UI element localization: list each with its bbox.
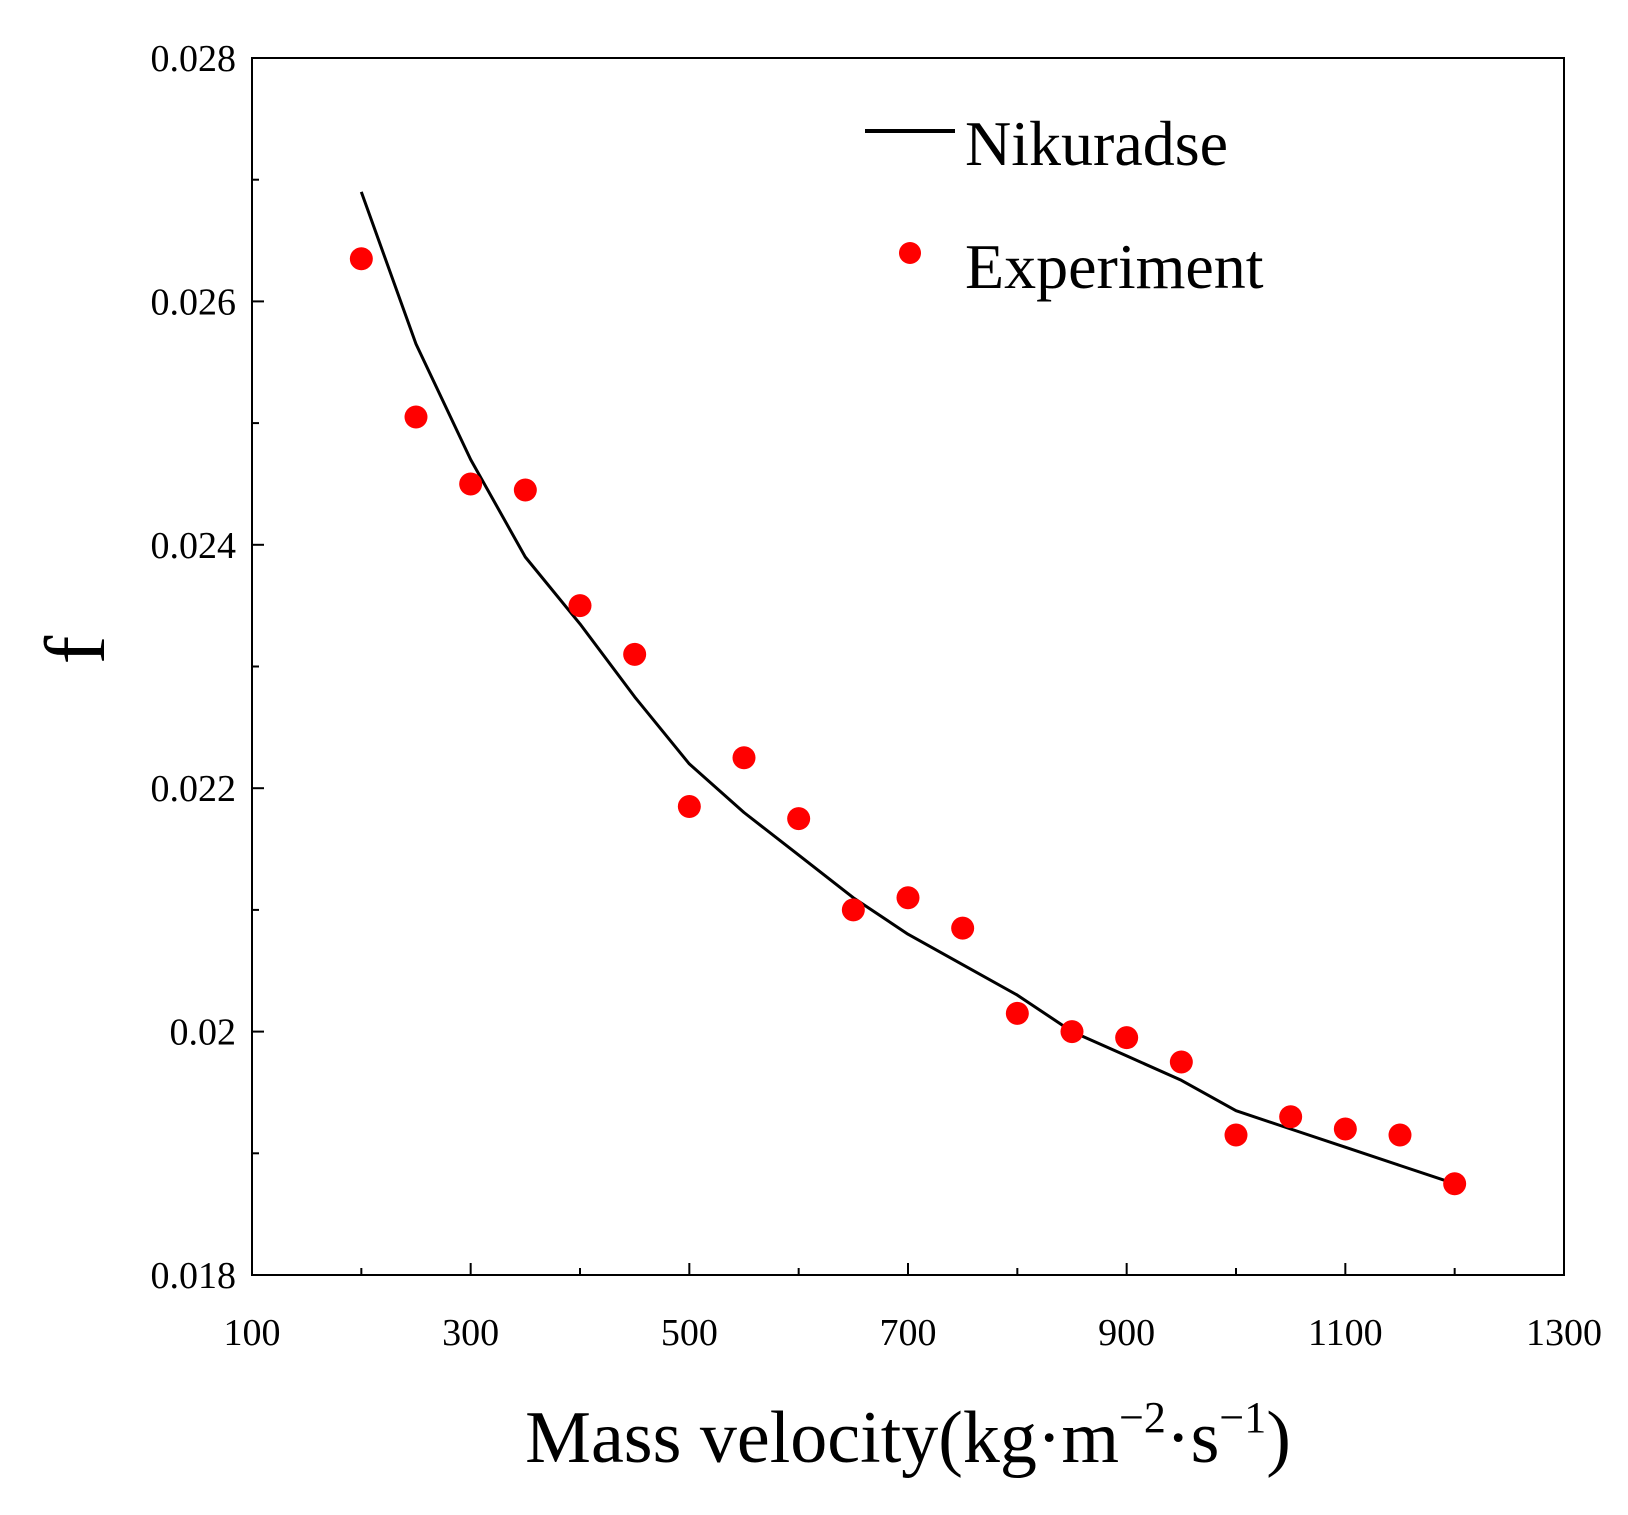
experiment-point (896, 886, 920, 910)
x-tick-label: 500 (661, 1312, 718, 1354)
plot-frame (251, 57, 1565, 1276)
experiment-point (459, 472, 483, 496)
x-axis-title-mid: ·s (1166, 1397, 1219, 1479)
experiment-point (1169, 1050, 1193, 1074)
experiment-point (1279, 1105, 1303, 1129)
experiment-point (1005, 1001, 1029, 1025)
y-tick-label: 0.02 (170, 1012, 237, 1054)
experiment-point (1333, 1117, 1357, 1141)
x-axis-title-exp1: −2 (1119, 1393, 1166, 1442)
y-tick-label: 0.026 (151, 281, 237, 323)
x-tick-label: 100 (224, 1312, 281, 1354)
legend-marker-swatch (899, 242, 921, 264)
experiment-point (513, 478, 537, 502)
experiment-point (404, 405, 428, 429)
experiment-point (1443, 1172, 1467, 1196)
x-tick-label: 900 (1098, 1312, 1155, 1354)
experiment-point (1060, 1020, 1084, 1044)
legend: Nikuradse Experiment (865, 108, 1264, 302)
series-line-nikuradse (359, 191, 1456, 1186)
experiment-point (787, 807, 811, 831)
x-tick-label: 1300 (1526, 1312, 1602, 1354)
x-tick-label: 700 (880, 1312, 937, 1354)
x-tick-label: 300 (442, 1312, 499, 1354)
experiment-point (1224, 1123, 1248, 1147)
x-tick-label: 1100 (1308, 1312, 1383, 1354)
experiment-point (732, 746, 756, 770)
experiment-point (1388, 1123, 1412, 1147)
legend-label-nikuradse: Nikuradse (965, 108, 1228, 179)
experiment-point (841, 898, 865, 922)
experiment-point (1115, 1026, 1139, 1050)
y-tick-label: 0.022 (151, 768, 237, 810)
y-axis-title: f (27, 635, 123, 664)
x-axis-title-exp2: −1 (1219, 1393, 1266, 1442)
experiment-point (349, 247, 373, 271)
experiment-point (951, 916, 975, 940)
experiment-point (677, 794, 701, 818)
y-tick-label: 0.018 (151, 1255, 237, 1297)
x-axis-title-end: ) (1266, 1397, 1291, 1479)
experiment-point (623, 642, 647, 666)
legend-label-experiment: Experiment (965, 231, 1264, 302)
x-axis-title: Mass velocity(kg·m−2·s−1) (525, 1393, 1291, 1479)
y-tick-label: 0.024 (151, 525, 237, 567)
y-axis-ticks: 0.018 0.02 0.022 0.024 0.026 0.028 (151, 38, 264, 1297)
x-axis-title-main: Mass velocity(kg·m (525, 1397, 1119, 1479)
series-layer (349, 191, 1467, 1196)
x-axis-ticks: 100 300 500 700 900 1100 1300 (224, 1263, 1602, 1354)
experiment-point (568, 594, 592, 618)
y-tick-label: 0.028 (151, 38, 237, 80)
